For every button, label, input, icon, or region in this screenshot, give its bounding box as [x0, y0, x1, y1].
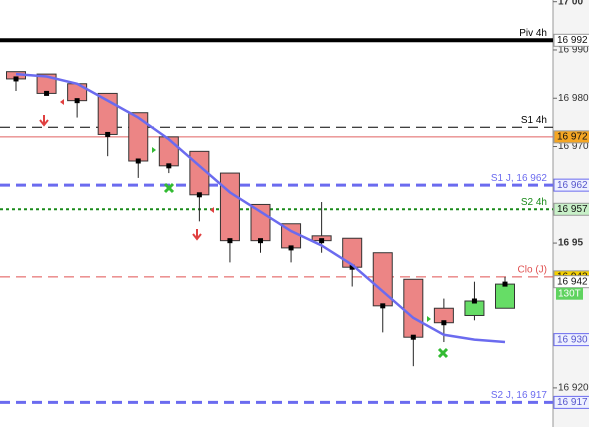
close-marker — [44, 90, 50, 96]
level-label: Clo (J) — [518, 265, 547, 276]
plot-area — [0, 0, 553, 427]
close-marker — [258, 238, 263, 244]
close-marker — [196, 192, 202, 198]
price-tag-label: 16 942 — [557, 276, 588, 287]
price-tag — [553, 333, 589, 347]
price-tag-label: 16 992 — [557, 35, 588, 46]
close-marker — [410, 334, 416, 340]
close-marker — [105, 131, 111, 137]
close-marker — [349, 264, 355, 270]
close-marker — [227, 238, 233, 244]
volume-tag-label: 130T — [558, 288, 581, 299]
candle-body — [158, 136, 179, 167]
sell-arrow — [192, 229, 202, 241]
level-label: S2 4h — [521, 197, 547, 208]
candle-body — [219, 172, 240, 242]
close-marker — [13, 76, 19, 82]
close-marker — [441, 320, 447, 326]
price-tag — [553, 202, 589, 216]
level-label: S1 J, 16 962 — [491, 173, 548, 184]
candle-body — [403, 278, 424, 338]
y-tick-label: 16 980 — [558, 93, 589, 104]
price-tag — [553, 395, 589, 409]
close-marker — [380, 303, 386, 309]
price-tag-label: 16 917 — [557, 397, 588, 408]
price-tag — [553, 130, 589, 144]
signals — [39, 99, 449, 359]
close-marker — [288, 245, 294, 251]
close-marker — [74, 98, 80, 104]
level-label: S1 4h — [521, 115, 547, 126]
y-tick-label: 16 920 — [558, 383, 589, 394]
price-tag-label: 16 962 — [557, 180, 588, 191]
level-label: Piv 4h — [519, 28, 547, 39]
level-label: S2 J, 16 917 — [491, 390, 548, 401]
close-marker — [166, 163, 172, 169]
signal-triangle — [152, 147, 156, 153]
close-marker — [319, 238, 325, 244]
signal-triangle — [427, 316, 431, 322]
close-marker — [135, 158, 141, 164]
y-tick-label: 16 990 — [558, 45, 589, 56]
signal-triangle — [60, 99, 64, 105]
candle-body — [250, 203, 271, 242]
y-tick-label: 16 970 — [558, 141, 589, 152]
price-tag-label: 16 972 — [557, 132, 588, 143]
volume-tag — [556, 287, 583, 300]
cross-signal — [163, 182, 175, 194]
y-tick-label: 16 95 — [558, 238, 583, 249]
candle-body — [495, 283, 515, 309]
candle-body — [342, 237, 363, 268]
y-tick-label: 17 00 — [558, 0, 583, 7]
close-marker — [471, 298, 477, 304]
sell-arrow — [39, 115, 49, 127]
price-tag — [553, 33, 589, 47]
price-tag-label: 16 930 — [557, 334, 588, 345]
candle-body — [128, 112, 149, 162]
price-tag — [553, 178, 589, 192]
signal-triangle — [210, 207, 214, 213]
moving-average — [15, 72, 506, 344]
close-marker — [502, 281, 508, 287]
price-tag-label: 16 957 — [557, 204, 588, 215]
cross-signal — [437, 347, 449, 359]
